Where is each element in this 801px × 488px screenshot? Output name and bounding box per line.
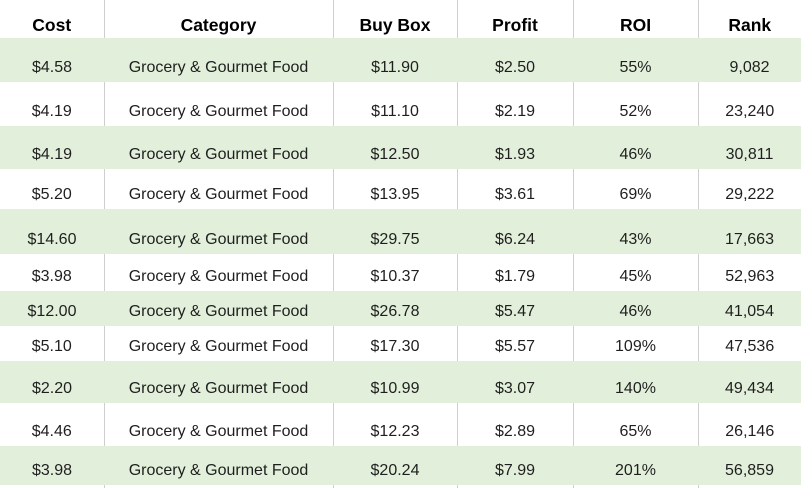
cell-buy-box[interactable]: $29.75: [333, 209, 457, 254]
cell-buy-box[interactable]: $11.10: [333, 82, 458, 126]
cell-profit[interactable]: $1.93: [457, 126, 573, 169]
empty-cell-profit[interactable]: [457, 485, 574, 488]
cell-category[interactable]: Grocery & Gourmet Food: [104, 126, 333, 169]
cell-rank[interactable]: 26,146: [725, 423, 775, 441]
header-cost[interactable]: Cost: [0, 0, 105, 38]
cell-rank[interactable]: 17,663: [698, 209, 801, 254]
empty-cell-cost[interactable]: [0, 485, 105, 488]
cell-profit[interactable]: $7.99: [457, 446, 573, 485]
cell-roi[interactable]: 109%: [573, 326, 699, 361]
header-rank[interactable]: Rank: [728, 14, 772, 35]
cell-cost[interactable]: $14.60: [0, 209, 104, 254]
table-row: $4.46 Grocery & Gourmet Food $12.23 $2.89 65…: [0, 403, 801, 446]
cell-roi[interactable]: 69%: [573, 169, 699, 209]
header-profit[interactable]: Profit: [457, 0, 574, 38]
table-row: $12.00 Grocery & Gourmet Food $26.78 $5.47 4…: [0, 291, 801, 326]
cell-buy-box[interactable]: $10.37: [333, 254, 458, 291]
cell-profit[interactable]: $6.24: [457, 209, 573, 254]
table-row: $5.10 Grocery & Gourmet Food $17.30 $5.57 10…: [0, 326, 801, 361]
cell-category[interactable]: Grocery & Gourmet Food: [104, 403, 334, 446]
table-row: $5.20 Grocery & Gourmet Food $13.95 $3.61 69…: [0, 169, 801, 209]
cell-category[interactable]: Grocery & Gourmet Food: [104, 254, 334, 291]
cell-rank[interactable]: 47,536: [725, 338, 775, 356]
table-row: $14.60 Grocery & Gourmet Food $29.75 $6.24 4…: [0, 209, 801, 254]
table-row: $4.58 Grocery & Gourmet Food $11.90 $2.50 55…: [0, 38, 801, 82]
cell-rank[interactable]: 9,082: [698, 38, 801, 82]
cell-roi[interactable]: 55%: [573, 38, 698, 82]
cell-roi[interactable]: 140%: [573, 361, 698, 403]
cell-profit[interactable]: $1.79: [457, 254, 574, 291]
cell-category[interactable]: Grocery & Gourmet Food: [104, 446, 333, 485]
cell-roi[interactable]: 45%: [573, 254, 699, 291]
cell-cost[interactable]: $12.00: [0, 291, 104, 326]
cell-rank[interactable]: 30,811: [698, 126, 801, 169]
cell-category[interactable]: Grocery & Gourmet Food: [104, 361, 333, 403]
cell-category[interactable]: Grocery & Gourmet Food: [104, 169, 334, 209]
cell-cost[interactable]: $3.98: [0, 254, 105, 291]
cell-rank[interactable]: 41,054: [698, 291, 801, 326]
cell-rank[interactable]: 23,240: [725, 103, 775, 121]
cell-cost[interactable]: $4.46: [0, 403, 105, 446]
cell-buy-box[interactable]: $12.23: [333, 403, 458, 446]
cell-roi[interactable]: 46%: [573, 126, 698, 169]
cell-roi[interactable]: 201%: [573, 446, 698, 485]
cell-cost[interactable]: $4.19: [0, 82, 105, 126]
cell-profit[interactable]: $2.50: [457, 38, 573, 82]
header-buy-box[interactable]: Buy Box: [333, 0, 458, 38]
cell-roi[interactable]: 46%: [573, 291, 698, 326]
cell-profit[interactable]: $5.57: [457, 326, 574, 361]
cell-roi[interactable]: 52%: [573, 82, 699, 126]
header-roi[interactable]: ROI: [573, 0, 699, 38]
cell-buy-box[interactable]: $17.30: [333, 326, 458, 361]
cell-buy-box[interactable]: $13.95: [333, 169, 458, 209]
cell-rank[interactable]: 29,222: [725, 186, 775, 204]
cell-profit[interactable]: $3.07: [457, 361, 573, 403]
cell-category[interactable]: Grocery & Gourmet Food: [104, 82, 334, 126]
cell-rank[interactable]: 49,434: [698, 361, 801, 403]
empty-cell-buy-box[interactable]: [333, 485, 458, 488]
table-row: $2.20 Grocery & Gourmet Food $10.99 $3.07 14…: [0, 361, 801, 403]
table-body: $4.58 Grocery & Gourmet Food $11.90 $2.50 55…: [0, 38, 801, 488]
cell-rank[interactable]: 52,963: [725, 268, 775, 286]
table-header-row: Cost Category Buy Box Profit ROI Rank: [0, 0, 801, 38]
cell-buy-box[interactable]: $26.78: [333, 291, 457, 326]
cell-buy-box[interactable]: $20.24: [333, 446, 457, 485]
cell-profit[interactable]: $2.19: [457, 82, 574, 126]
empty-cell-category[interactable]: [104, 485, 334, 488]
cell-category[interactable]: Grocery & Gourmet Food: [104, 209, 333, 254]
cell-cost[interactable]: $4.19: [0, 126, 104, 169]
cell-roi[interactable]: 65%: [573, 403, 699, 446]
table-row: $4.19 Grocery & Gourmet Food $11.10 $2.19 52…: [0, 82, 801, 126]
partial-row: [0, 485, 801, 488]
cell-category[interactable]: Grocery & Gourmet Food: [104, 326, 334, 361]
cell-profit[interactable]: $3.61: [457, 169, 574, 209]
cell-cost[interactable]: $5.10: [0, 326, 105, 361]
table-row: $3.98 Grocery & Gourmet Food $10.37 $1.79 45…: [0, 254, 801, 291]
cell-cost[interactable]: $3.98: [0, 446, 104, 485]
cell-cost[interactable]: $4.58: [0, 38, 104, 82]
table-row: $3.98 Grocery & Gourmet Food $20.24 $7.99 20…: [0, 446, 801, 485]
cell-buy-box[interactable]: $11.90: [333, 38, 457, 82]
cell-category[interactable]: Grocery & Gourmet Food: [104, 291, 333, 326]
table-row: $4.19 Grocery & Gourmet Food $12.50 $1.93 46…: [0, 126, 801, 169]
header-category[interactable]: Category: [104, 0, 334, 38]
empty-cell-roi[interactable]: [573, 485, 699, 488]
cell-profit[interactable]: $2.89: [457, 403, 574, 446]
cell-cost[interactable]: $5.20: [0, 169, 105, 209]
cell-category[interactable]: Grocery & Gourmet Food: [104, 38, 333, 82]
cell-buy-box[interactable]: $12.50: [333, 126, 457, 169]
cell-profit[interactable]: $5.47: [457, 291, 573, 326]
cell-roi[interactable]: 43%: [573, 209, 698, 254]
cell-cost[interactable]: $2.20: [0, 361, 104, 403]
cell-rank[interactable]: 56,859: [698, 446, 801, 485]
cell-buy-box[interactable]: $10.99: [333, 361, 457, 403]
